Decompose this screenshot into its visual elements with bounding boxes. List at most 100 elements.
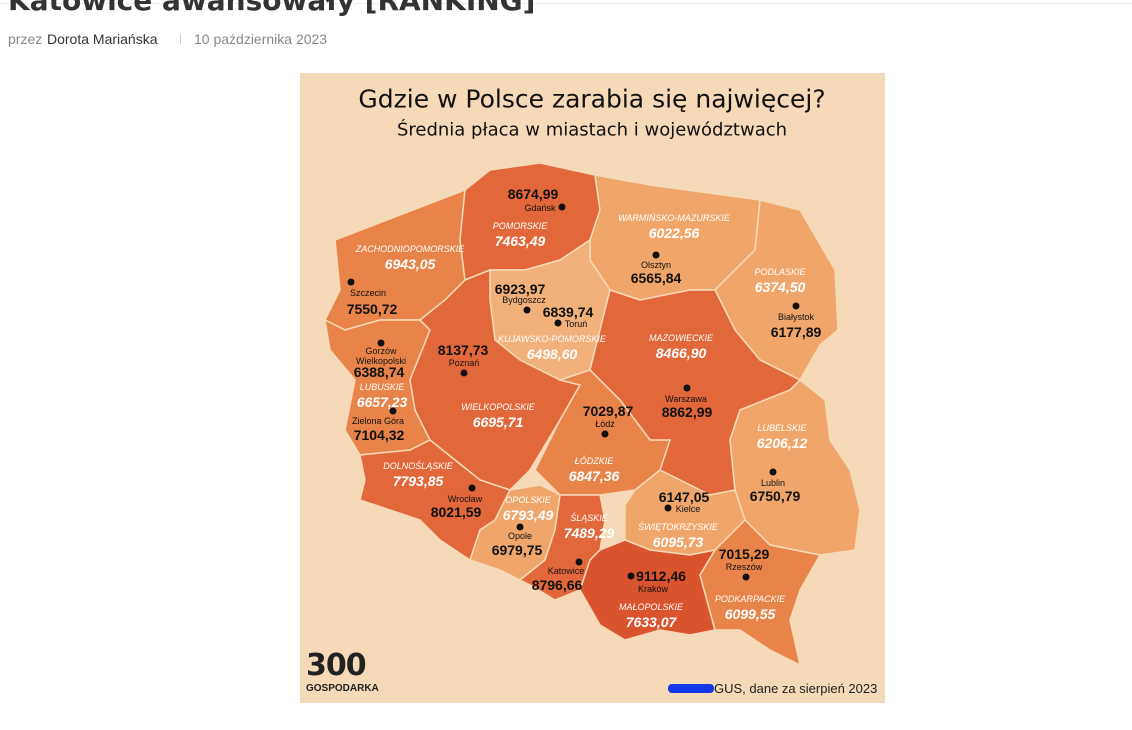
city-dot xyxy=(652,251,660,259)
city-dot xyxy=(575,558,583,566)
city-value: 7029,87 xyxy=(582,403,634,419)
region-name: OPOLSKIE xyxy=(505,495,551,505)
city-dot xyxy=(389,407,397,415)
city-value: 7015,29 xyxy=(718,546,770,562)
city-value: 6388,74 xyxy=(353,364,405,380)
region xyxy=(579,539,717,641)
region-value: 6095,73 xyxy=(652,534,704,550)
region-name: MAZOWIECKIE xyxy=(648,333,714,343)
region-name: MAŁOPOLSKIE xyxy=(618,602,684,612)
region-name: KUJAWSKO-POMORSKIE xyxy=(498,334,606,344)
city-dot xyxy=(627,572,635,580)
city-value: 6979,75 xyxy=(491,542,543,558)
date: 10 października 2023 xyxy=(194,31,328,47)
city-value: 7104,32 xyxy=(353,427,405,443)
region-name: ŁÓDZKIE xyxy=(574,456,614,466)
logo-name: GOSPODARKA xyxy=(306,683,379,694)
region xyxy=(699,518,822,667)
city-dot xyxy=(664,504,672,512)
city-name: Białystok xyxy=(777,312,815,322)
region xyxy=(518,494,606,601)
city-value: 7550,72 xyxy=(346,301,398,317)
city-dot xyxy=(516,523,524,531)
city-name: Rzeszów xyxy=(725,562,763,572)
city-name: Bydgoszcz xyxy=(502,295,546,305)
city-name: Lublin xyxy=(760,478,786,488)
city-value: 8674,99 xyxy=(507,186,559,202)
city-name: Zielona Góra xyxy=(351,416,405,426)
city-name: Opole xyxy=(507,531,533,541)
city-name: Łódź xyxy=(595,419,615,429)
city-value: 6750,79 xyxy=(749,488,801,504)
region-value: 7633,07 xyxy=(625,614,677,630)
region-value: 6022,56 xyxy=(648,225,700,241)
city-name: Olsztyn xyxy=(640,260,672,270)
city-dot xyxy=(554,319,562,327)
region-value: 6695,71 xyxy=(472,414,524,430)
city-dot xyxy=(558,203,566,211)
infographic-title: Gdzie w Polsce zarabia się najwięcej? xyxy=(358,84,826,114)
source: GUS, dane za sierpień 2023 xyxy=(714,681,878,696)
region-value: 6374,50 xyxy=(754,279,806,295)
region-name: WIELKOPOLSKIE xyxy=(461,402,535,412)
region-value: 6206,12 xyxy=(756,435,808,451)
region-value: 6657,23 xyxy=(356,394,408,410)
city-dot xyxy=(601,430,609,438)
region-name: DOLNOŚLĄSKIE xyxy=(383,461,453,471)
city-dot xyxy=(347,278,355,286)
city-dot xyxy=(792,302,800,310)
city-dot xyxy=(683,384,691,392)
city-value: 6147,05 xyxy=(658,489,710,505)
city-value: 9112,46 xyxy=(636,568,686,584)
city-name: Gdańsk xyxy=(524,203,556,213)
region-value: 6099,55 xyxy=(724,606,776,622)
city-dot xyxy=(742,573,750,581)
city-name: Gorzów Wielkopolski xyxy=(355,346,406,366)
region-name: WARMIŃSKO-MAZURSKIE xyxy=(618,213,730,223)
city-value: 8796,66 xyxy=(531,577,583,593)
city-dot xyxy=(377,339,385,347)
city-name: Szczecin xyxy=(349,288,387,298)
separator xyxy=(180,34,181,44)
author-link[interactable]: Dorota Mariańska xyxy=(47,31,158,47)
city-name: Toruń xyxy=(564,319,588,329)
region-name: LUBELSKIE xyxy=(757,423,807,433)
region-name: PODLASKIE xyxy=(754,267,806,277)
city-dot xyxy=(460,369,468,377)
city-dot xyxy=(523,306,531,314)
article-title: Katowice awansowały [RANKING] xyxy=(8,0,536,17)
region-value: 6793,49 xyxy=(502,507,554,523)
city-name: Kielce xyxy=(675,504,701,514)
city-value: 6565,84 xyxy=(630,270,682,286)
region-value: 7793,85 xyxy=(392,473,444,489)
city-value: 8021,59 xyxy=(430,504,482,520)
infographic-subtitle: Średnia płaca w miastach i województwach xyxy=(396,119,788,141)
region-value: 7463,49 xyxy=(494,233,546,249)
region-value: 6943,05 xyxy=(384,256,436,272)
scribble xyxy=(668,684,714,693)
city-value: 6923,97 xyxy=(494,281,546,297)
logo: 300 xyxy=(306,648,367,683)
city-value: 6177,89 xyxy=(770,324,822,340)
region-name: ŚWIĘTOKRZYSKIE xyxy=(638,522,718,532)
city-name: Katowice xyxy=(547,566,585,576)
region-name: POMORSKIE xyxy=(492,221,548,231)
byline-prefix: przez xyxy=(8,31,43,47)
city-value: 8137,73 xyxy=(437,342,489,358)
region-name: PODKARPACKIE xyxy=(714,594,786,604)
region-value: 7489,29 xyxy=(563,525,615,541)
city-dot xyxy=(769,468,777,476)
region-value: 6498,60 xyxy=(526,346,578,362)
region-value: 8466,90 xyxy=(655,345,707,361)
region-name: LUBUSKIE xyxy=(359,382,405,392)
city-name: Wrocław xyxy=(447,494,483,504)
city-name: Poznań xyxy=(448,358,480,368)
city-dot xyxy=(468,484,476,492)
top-border xyxy=(0,3,1132,4)
region-name: ZACHODNIOPOMORSKIE xyxy=(355,244,465,254)
city-value: 6839,74 xyxy=(542,304,594,320)
region-value: 6847,36 xyxy=(568,468,620,484)
city-name: Kraków xyxy=(637,584,669,594)
